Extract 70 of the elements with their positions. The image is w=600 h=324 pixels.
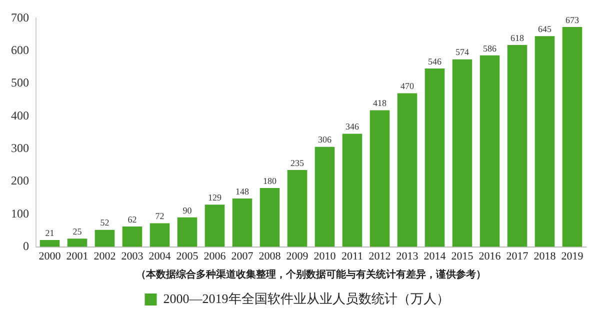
data-label: 645 — [538, 24, 552, 34]
data-label: 346 — [346, 122, 360, 132]
y-tick-label: 200 — [11, 174, 29, 188]
data-label: 21 — [45, 228, 54, 238]
bar — [424, 68, 445, 247]
bar — [562, 27, 582, 247]
data-label: 673 — [566, 14, 580, 25]
data-label: 52 — [100, 218, 110, 228]
x-tick-label: 2003 — [121, 250, 144, 262]
x-tick-label: 2002 — [94, 250, 116, 262]
bar — [314, 146, 335, 247]
x-tick-label: 2017 — [506, 250, 529, 262]
bar — [534, 36, 555, 247]
data-label: 148 — [236, 186, 250, 196]
y-tick-label: 500 — [11, 76, 29, 90]
x-tick-label: 2005 — [176, 250, 199, 262]
data-label: 574 — [456, 47, 470, 58]
data-label: 418 — [373, 98, 387, 108]
bar — [287, 170, 308, 247]
bar — [67, 238, 88, 247]
x-tick-label: 2008 — [258, 250, 282, 262]
x-tick-label: 2000 — [38, 250, 62, 262]
data-label: 618 — [510, 32, 524, 43]
bar — [40, 240, 60, 247]
x-tick-label: 2007 — [231, 250, 254, 262]
bar — [342, 134, 362, 247]
data-label: 546 — [428, 56, 442, 66]
x-tick-label: 2015 — [451, 250, 474, 262]
x-tick-label: 2019 — [561, 250, 584, 262]
legend-label: 2000—2019年全国软件业从业人员数统计（万人） — [163, 290, 450, 306]
bar — [177, 217, 198, 247]
bar — [122, 226, 142, 247]
bar — [452, 59, 472, 247]
data-label: 129 — [208, 192, 222, 203]
x-tick-label: 2006 — [204, 250, 226, 262]
y-tick-label: 700 — [11, 10, 29, 24]
bar — [507, 44, 528, 247]
data-label: 180 — [263, 176, 277, 186]
bar — [480, 55, 500, 247]
x-tick-label: 2016 — [478, 250, 502, 262]
bar — [260, 188, 280, 247]
x-tick-label: 2011 — [341, 250, 364, 262]
data-label: 90 — [182, 205, 192, 216]
x-tick-label: 2004 — [148, 250, 172, 262]
data-label: 72 — [155, 211, 164, 222]
data-label: 62 — [128, 214, 137, 224]
x-tick-label: 2001 — [66, 250, 88, 262]
x-tick-label: 2009 — [286, 250, 309, 262]
data-label: 235 — [290, 158, 304, 168]
x-tick-label: 2018 — [534, 250, 556, 262]
data-label: 25 — [72, 226, 82, 236]
y-tick-label: 0 — [23, 238, 29, 253]
y-tick-label: 600 — [11, 43, 29, 58]
y-tick-label: 100 — [11, 206, 29, 220]
bar — [370, 110, 390, 247]
x-tick-label: 2012 — [368, 250, 391, 262]
y-tick-label: 400 — [11, 108, 29, 122]
x-tick-label: 2010 — [314, 250, 336, 262]
data-label: 586 — [483, 43, 497, 54]
y-tick-label: 300 — [11, 140, 29, 155]
text: （本数据综合多种渠道收集整理，个别数据可能与有关统计有差异，谨供参考） — [136, 268, 486, 281]
bar — [150, 223, 170, 247]
x-tick-label: 2014 — [424, 250, 446, 262]
bar — [204, 204, 225, 247]
x-tick-label: 2013 — [396, 250, 419, 262]
data-label: 470 — [400, 81, 414, 92]
data-label: 306 — [318, 134, 332, 145]
bar — [94, 230, 115, 247]
bar — [397, 93, 418, 247]
bar — [232, 198, 252, 247]
